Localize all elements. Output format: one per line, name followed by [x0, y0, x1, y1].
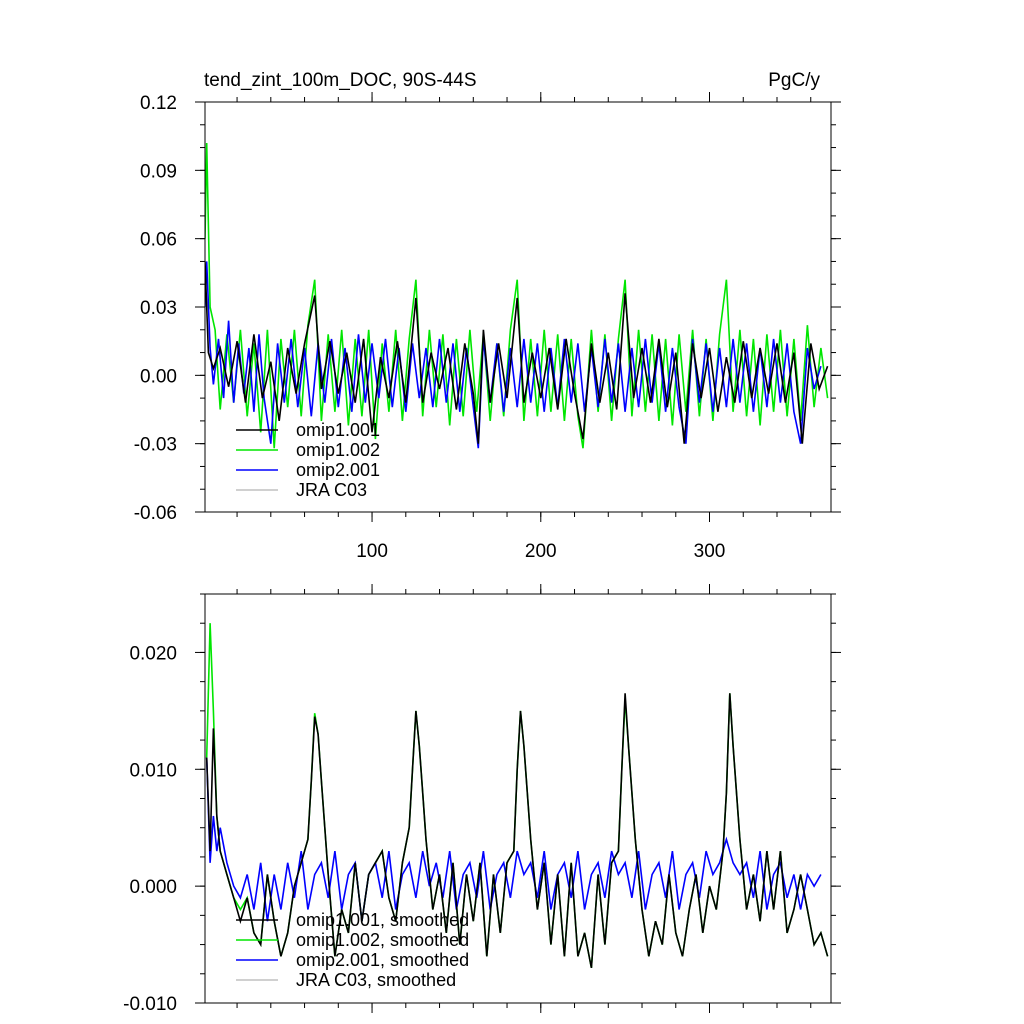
- legend-label-1: omip1.002: [296, 440, 380, 460]
- y-tick-label: 0.000: [129, 877, 177, 898]
- figure-units: PgC/y: [768, 70, 820, 91]
- series-line-0: [205, 261, 829, 444]
- figure-title: tend_zint_100m_DOC, 90S-44S: [204, 70, 477, 91]
- y-tick-label: -0.03: [134, 435, 177, 456]
- legend-label-2: omip2.001, smoothed: [296, 950, 469, 970]
- series-line-1: [205, 142, 829, 449]
- legend-label-3: JRA C03, smoothed: [296, 970, 456, 990]
- y-tick-label: 0.06: [140, 230, 177, 251]
- x-tick-label: 200: [525, 541, 557, 562]
- x-tick-label: 100: [356, 541, 388, 562]
- y-tick-label: 0.010: [129, 760, 177, 781]
- series-group: [205, 623, 829, 969]
- top-panel: -0.06 -0.03 0.00 0.03 0.06 0.09 0.12 100 200 300 o…: [134, 92, 841, 562]
- y-tick-label: -0.06: [134, 503, 177, 524]
- legend-label-0: omip1.001: [296, 420, 380, 440]
- y-tick-label: 0.09: [140, 161, 177, 182]
- legend-label-2: omip2.001: [296, 460, 380, 480]
- y-tick-label: 0.12: [140, 93, 177, 114]
- legend-label-0: omip1.001, smoothed: [296, 910, 469, 930]
- y-tick-label: 0.00: [140, 366, 177, 387]
- series-group: [205, 142, 829, 449]
- legend-label-1: omip1.002, smoothed: [296, 930, 469, 950]
- bottom-panel: -0.010 0.000 0.010 0.020 omip1.001, smoothed…: [123, 584, 841, 1015]
- series-line-2: [205, 261, 822, 449]
- series-line-0: [205, 693, 829, 969]
- y-tick-label: 0.020: [129, 643, 177, 664]
- x-tick-label: 300: [694, 541, 726, 562]
- legend-label-3: JRA C03: [296, 480, 367, 500]
- y-tick-label: 0.03: [140, 298, 177, 319]
- y-tick-label: -0.010: [123, 994, 177, 1015]
